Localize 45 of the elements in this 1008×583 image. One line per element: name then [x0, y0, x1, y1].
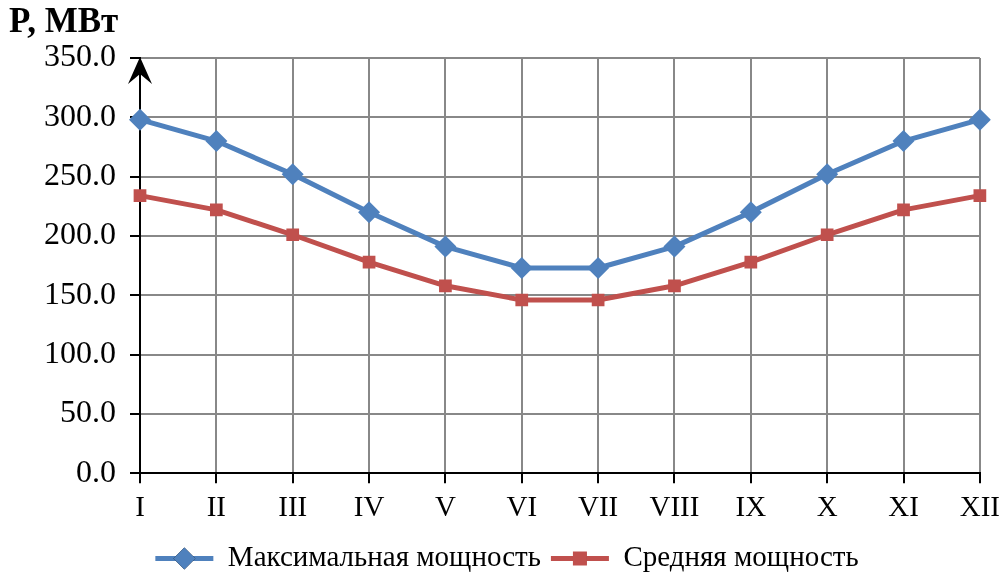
point — [439, 279, 452, 293]
point — [358, 201, 381, 224]
y-tick-label: 150.0 — [44, 274, 116, 311]
legend-label: Максимальная мощность — [227, 540, 541, 573]
x-tick-label: I — [135, 490, 145, 523]
point — [820, 228, 834, 242]
y-tick-label: 100.0 — [44, 333, 116, 370]
x-tick-label: III — [278, 490, 308, 523]
x-tick-label: XI — [888, 490, 919, 523]
point — [973, 189, 987, 202]
legend-label: Средняя мощность — [623, 540, 859, 573]
y-axis-title: P, МВт — [9, 1, 119, 40]
point — [205, 130, 228, 153]
point — [968, 108, 991, 131]
point — [286, 228, 300, 242]
y-tick-label: 50.0 — [60, 393, 116, 430]
y-tick-label: 250.0 — [44, 156, 116, 193]
point — [515, 293, 529, 307]
x-tick-label: IX — [735, 490, 767, 523]
x-tick-label: XII — [959, 490, 1000, 523]
y-tick-label: 0.0 — [76, 452, 116, 489]
y-tick-label: 350.0 — [44, 37, 116, 74]
point — [434, 235, 457, 258]
point — [510, 256, 533, 279]
x-tick-label: II — [206, 490, 227, 523]
point — [668, 279, 681, 293]
x-tick-label: VII — [577, 490, 619, 523]
x-tick-label: VIII — [649, 490, 700, 523]
x-tick-label: V — [434, 490, 456, 523]
point — [281, 163, 304, 186]
point — [744, 255, 758, 269]
point — [587, 256, 610, 279]
point — [133, 189, 147, 202]
point — [816, 163, 839, 186]
point — [739, 201, 762, 224]
x-tick-label: IV — [353, 490, 385, 523]
x-tick-label: X — [816, 490, 838, 523]
point — [897, 203, 910, 217]
point — [892, 130, 915, 153]
point — [663, 235, 686, 258]
y-tick-label: 200.0 — [44, 215, 116, 252]
point — [209, 203, 223, 217]
x-tick-label: VI — [506, 490, 538, 523]
y-tick-label: 300.0 — [44, 96, 116, 133]
point — [129, 108, 151, 131]
